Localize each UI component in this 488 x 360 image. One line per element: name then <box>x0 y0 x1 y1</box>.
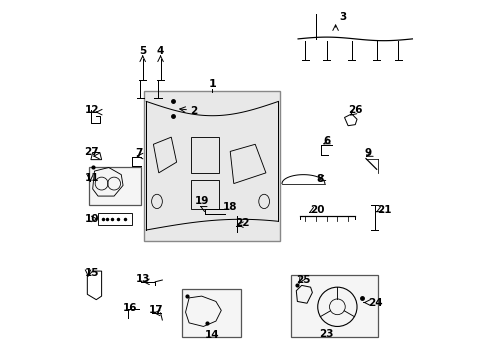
Text: 11: 11 <box>84 173 99 183</box>
Bar <box>89 167 141 205</box>
Text: 5: 5 <box>139 46 146 57</box>
Text: 10: 10 <box>84 214 99 224</box>
Text: 18: 18 <box>223 202 237 212</box>
Bar <box>190 137 219 173</box>
Text: 1: 1 <box>208 78 216 89</box>
Text: 20: 20 <box>310 205 325 215</box>
Bar <box>290 275 378 337</box>
Bar <box>98 213 132 225</box>
Text: 12: 12 <box>84 105 99 115</box>
Text: 13: 13 <box>135 274 150 284</box>
Bar <box>182 289 241 337</box>
Text: 15: 15 <box>84 268 99 278</box>
Text: 2: 2 <box>190 106 198 116</box>
Text: 26: 26 <box>347 105 362 115</box>
Text: 27: 27 <box>84 148 99 157</box>
Text: 19: 19 <box>194 197 208 206</box>
Text: 7: 7 <box>135 148 142 158</box>
Text: 24: 24 <box>367 298 382 308</box>
Text: 22: 22 <box>235 218 249 228</box>
Text: 16: 16 <box>122 303 137 313</box>
Text: 25: 25 <box>296 275 310 285</box>
Text: 4: 4 <box>157 46 164 57</box>
Text: 14: 14 <box>204 330 219 341</box>
Bar <box>144 91 280 241</box>
Text: 9: 9 <box>364 148 370 158</box>
Text: 17: 17 <box>148 305 163 315</box>
Text: 23: 23 <box>319 329 333 339</box>
Text: 8: 8 <box>315 174 323 184</box>
Text: 6: 6 <box>323 136 330 146</box>
Bar <box>190 180 219 208</box>
Text: 3: 3 <box>339 13 346 22</box>
Text: 21: 21 <box>376 205 390 215</box>
